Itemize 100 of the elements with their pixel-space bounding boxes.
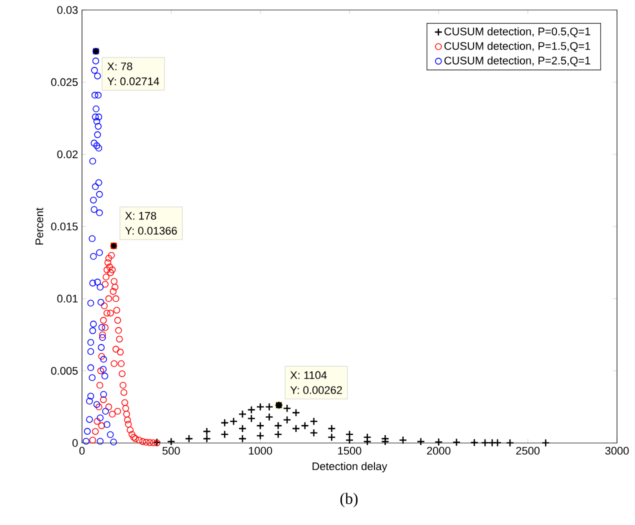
point — [95, 179, 102, 186]
point — [115, 327, 122, 334]
point — [150, 439, 157, 446]
point — [107, 269, 114, 276]
point — [282, 404, 292, 412]
point — [452, 438, 461, 446]
point — [106, 264, 114, 270]
point — [110, 438, 117, 446]
point — [102, 274, 110, 280]
point — [108, 252, 115, 259]
point — [114, 408, 122, 415]
point — [105, 254, 112, 262]
x-tick-label: 1500 — [338, 446, 362, 455]
point — [106, 431, 114, 438]
x-tick-label: 2500 — [516, 446, 540, 455]
point — [110, 360, 118, 367]
point — [89, 327, 96, 334]
point — [488, 438, 496, 447]
point — [102, 408, 109, 415]
point — [167, 437, 176, 446]
point — [274, 422, 282, 430]
point — [92, 114, 99, 120]
y-tick-label: 0.03 — [57, 6, 78, 14]
point — [122, 404, 130, 412]
point — [96, 209, 103, 216]
point — [118, 370, 126, 378]
point — [98, 298, 104, 306]
legend-label: CUSUM detection, P=0.5,Q=1 — [444, 27, 590, 38]
point — [256, 422, 264, 430]
point — [112, 295, 120, 302]
point — [328, 433, 336, 442]
point — [95, 114, 102, 120]
point — [120, 382, 126, 389]
point — [86, 416, 93, 423]
y-tick-label: 0.015 — [51, 222, 78, 230]
annotation: Y: 0.02714 — [107, 77, 160, 86]
point — [310, 417, 318, 426]
point — [96, 249, 103, 256]
point — [100, 396, 107, 404]
point — [90, 196, 97, 204]
point — [292, 424, 300, 433]
point — [94, 278, 101, 286]
point — [90, 252, 97, 260]
point — [108, 410, 116, 418]
point — [282, 416, 292, 424]
x-tick-label: 500 — [162, 446, 180, 455]
point — [100, 366, 107, 373]
point — [470, 438, 478, 447]
point — [88, 235, 96, 242]
y-tick-label: 0.005 — [51, 366, 78, 375]
point — [91, 66, 98, 74]
point — [123, 410, 130, 418]
point — [398, 436, 408, 444]
point — [110, 278, 118, 285]
point — [434, 438, 443, 446]
y-tick-label: 0.01 — [57, 294, 78, 303]
point — [96, 284, 104, 291]
point — [96, 404, 102, 410]
point — [202, 427, 211, 436]
point — [100, 302, 108, 310]
point — [87, 348, 94, 355]
point — [493, 438, 502, 447]
point — [98, 422, 106, 430]
point — [113, 306, 120, 314]
point — [184, 434, 194, 443]
point — [292, 408, 300, 417]
point — [104, 310, 110, 316]
point — [92, 105, 100, 112]
point — [98, 324, 106, 331]
point — [363, 437, 372, 446]
point — [124, 416, 131, 424]
point — [112, 284, 118, 291]
point — [310, 428, 318, 438]
point — [416, 437, 425, 446]
point — [87, 300, 94, 307]
point — [202, 434, 211, 443]
point — [102, 324, 109, 331]
point — [114, 316, 122, 324]
point — [92, 428, 99, 435]
point — [126, 426, 134, 434]
point — [265, 402, 274, 412]
point — [94, 72, 101, 80]
point — [90, 206, 98, 213]
y-tick-label: 0 — [72, 439, 78, 447]
x-tick-label: 0 — [79, 446, 85, 455]
point — [118, 360, 125, 367]
point — [88, 374, 96, 382]
point — [128, 430, 136, 438]
point — [108, 266, 116, 274]
y-tick-label: 0.025 — [51, 78, 78, 86]
point — [98, 344, 105, 351]
point — [542, 438, 550, 447]
point — [116, 348, 124, 356]
point — [136, 436, 142, 444]
legend-label: CUSUM detection, P=2.5,Q=1 — [444, 56, 590, 66]
point — [94, 418, 101, 425]
point — [220, 430, 229, 438]
point — [112, 346, 120, 353]
point — [102, 280, 109, 288]
point — [90, 140, 98, 146]
